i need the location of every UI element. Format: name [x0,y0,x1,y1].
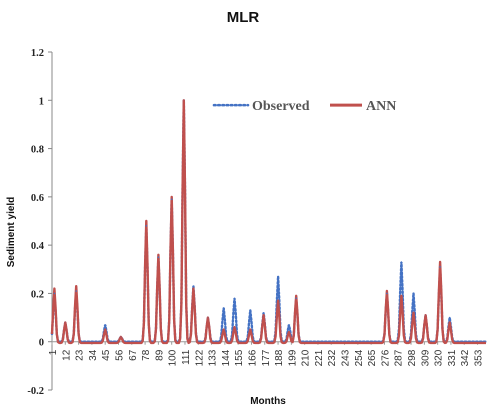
x-tick-label: 221 [314,349,325,366]
legend-ann-label: ANN [366,99,396,114]
data-point-observed [448,316,451,319]
x-tick-label: 23 [75,349,86,361]
legend: Observed ANN [212,99,396,114]
data-point-ann [157,254,160,256]
data-point-observed [249,309,252,312]
data-point-ann [64,321,67,324]
data-point-ann [262,314,265,316]
y-tick-label: 0.8 [31,145,44,156]
x-tick-label: 111 [181,349,192,365]
x-tick-label: 298 [407,349,418,366]
x-tick-label: 100 [168,349,179,366]
data-point-ann [145,220,148,222]
data-point-observed [170,198,173,201]
y-tick-label: 0 [39,338,44,349]
data-point-ann [170,196,173,198]
data-point-ann [182,99,185,102]
data-point-observed [222,307,225,309]
data-point-observed [412,292,415,295]
data-point-ann [249,328,252,331]
data-point-ann [222,328,225,331]
data-point-ann [424,314,427,316]
data-point-ann [295,295,298,297]
plot-area [50,99,487,345]
data-point-observed [439,266,441,268]
x-tick-label: 34 [88,349,99,361]
data-point-ann [400,295,403,297]
y-tick-label: 0.2 [31,289,44,300]
x-tick-label: 155 [234,349,245,366]
x-tick-label: 210 [301,349,312,366]
data-point-ann [233,326,236,329]
data-point-ann [439,261,441,263]
data-point-ann [104,328,106,331]
x-axis: 1 12 23 34 45 56 67 78 89 100 111 122 133 144 155 166 17… [48,341,486,366]
data-point-ann [75,285,77,287]
y-tick-label: 0.6 [31,193,44,204]
legend-observed-label: Observed [252,99,310,114]
x-tick-label: 232 [327,349,338,366]
x-tick-label: 177 [261,349,272,366]
x-tick-label: 276 [380,349,391,366]
x-tick-label: 309 [420,349,431,366]
series-line-observed [50,100,487,345]
data-point-observed [53,292,56,295]
data-point-ann [53,287,56,290]
data-point-ann [277,299,279,302]
data-point-ann [448,321,451,324]
x-tick-label: 331 [447,349,458,366]
data-point-observed [277,275,279,278]
x-tick-label: 254 [354,349,365,366]
x-tick-label: 133 [208,349,219,366]
x-tick-label: 353 [474,349,485,366]
data-point-observed [288,324,290,326]
x-tick-label: 45 [101,349,112,361]
data-point-ann [412,311,415,314]
y-tick-label: -0.2 [27,386,44,397]
data-point-observed [145,225,148,227]
data-point-observed [233,297,236,300]
data-point-ann [288,331,290,333]
series-line-ann [50,99,486,345]
x-tick-label: 144 [221,349,232,366]
data-point-observed [262,311,265,314]
data-point-ann [192,287,195,290]
x-tick-label: 243 [341,349,352,366]
x-tick-label: 320 [434,349,445,366]
data-point-observed [192,285,195,287]
x-tick-label: 78 [141,349,152,361]
y-axis: -0.2 0 0.2 0.4 0.6 0.8 1 1.2 [27,48,53,397]
data-point-ann [120,336,122,338]
x-tick-label: 342 [460,349,471,366]
chart-title: MLR [227,9,260,26]
x-tick-label: 265 [367,349,378,366]
data-point-ann [386,290,388,292]
x-axis-label: Months [250,396,286,407]
x-tick-label: 188 [274,349,285,366]
data-point-observed [157,256,160,259]
data-point-observed [386,292,388,295]
x-tick-label: 166 [247,349,258,366]
data-point-observed [75,290,77,292]
x-tick-label: 56 [114,349,125,361]
x-tick-label: 89 [154,349,165,361]
y-tick-label: 1 [39,96,44,107]
y-tick-label: 0.4 [31,241,45,252]
x-tick-label: 1 [48,349,59,355]
x-tick-label: 67 [128,349,139,361]
data-point-observed [400,261,403,263]
x-tick-label: 287 [394,349,405,366]
y-axis-label: Sediment yield [6,197,17,268]
data-point-observed [295,297,298,300]
data-point-ann [207,316,209,319]
x-tick-label: 199 [287,349,298,366]
x-tick-label: 12 [61,349,72,361]
x-tick-label: 122 [194,349,205,366]
data-point-observed [104,324,106,326]
y-tick-label: 1.2 [31,48,44,59]
